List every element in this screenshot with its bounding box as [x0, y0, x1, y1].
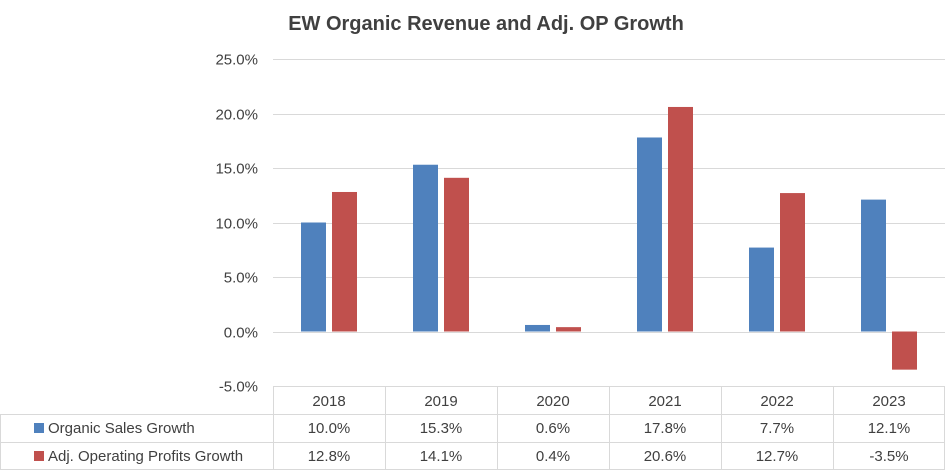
data-label: 14.1% — [420, 448, 463, 465]
x-tick-label: 2019 — [424, 393, 457, 410]
bar-adj-op-2020 — [556, 327, 581, 332]
legend-label: Organic Sales Growth — [48, 420, 195, 437]
data-label: 0.4% — [536, 448, 570, 465]
data-label: 12.7% — [756, 448, 799, 465]
y-axis: 25.0% 20.0% 15.0% 10.0% 5.0% 0.0% -5.0% — [215, 52, 258, 396]
legend-label: Adj. Operating Profits Growth — [48, 448, 243, 465]
bar-adj-op-2023 — [892, 331, 917, 370]
x-tick-label: 2023 — [872, 393, 905, 410]
data-label: 12.1% — [868, 420, 911, 437]
y-tick-label: 15.0% — [215, 161, 258, 178]
bars — [301, 106, 917, 370]
bar-adj-op-2019 — [444, 177, 469, 332]
x-tick-label: 2021 — [648, 393, 681, 410]
data-label: 7.7% — [760, 420, 794, 437]
y-tick-label: 5.0% — [224, 270, 258, 287]
chart-title: EW Organic Revenue and Adj. OP Growth — [288, 13, 684, 35]
data-label: -3.5% — [869, 448, 908, 465]
legend-swatch — [34, 451, 44, 461]
y-tick-label: 25.0% — [215, 52, 258, 69]
data-label: 17.8% — [644, 420, 687, 437]
data-label: 12.8% — [308, 448, 351, 465]
data-label: 10.0% — [308, 420, 351, 437]
bar-organic-sales-2023 — [861, 199, 886, 332]
bar-organic-sales-2020 — [525, 324, 550, 332]
y-tick-label: 0.0% — [224, 325, 258, 342]
gridlines — [273, 59, 945, 387]
x-tick-label: 2022 — [760, 393, 793, 410]
data-table: 2018 2019 2020 2021 2022 2023 Organic Sales Gr… — [0, 386, 945, 470]
bar-adj-op-2018 — [332, 191, 357, 332]
x-tick-label: 2018 — [312, 393, 345, 410]
bar-organic-sales-2019 — [413, 164, 438, 332]
bar-organic-sales-2021 — [637, 137, 662, 332]
y-tick-label: 10.0% — [215, 216, 258, 233]
data-label: 0.6% — [536, 420, 570, 437]
bar-organic-sales-2022 — [749, 247, 774, 332]
bar-organic-sales-2018 — [301, 222, 326, 332]
legend-swatch — [34, 423, 44, 433]
y-tick-label: -5.0% — [219, 379, 258, 396]
data-label: 20.6% — [644, 448, 687, 465]
y-tick-label: 20.0% — [215, 107, 258, 124]
bar-adj-op-2022 — [780, 193, 805, 332]
data-label: 15.3% — [420, 420, 463, 437]
bar-adj-op-2021 — [668, 106, 693, 332]
x-tick-label: 2020 — [536, 393, 569, 410]
